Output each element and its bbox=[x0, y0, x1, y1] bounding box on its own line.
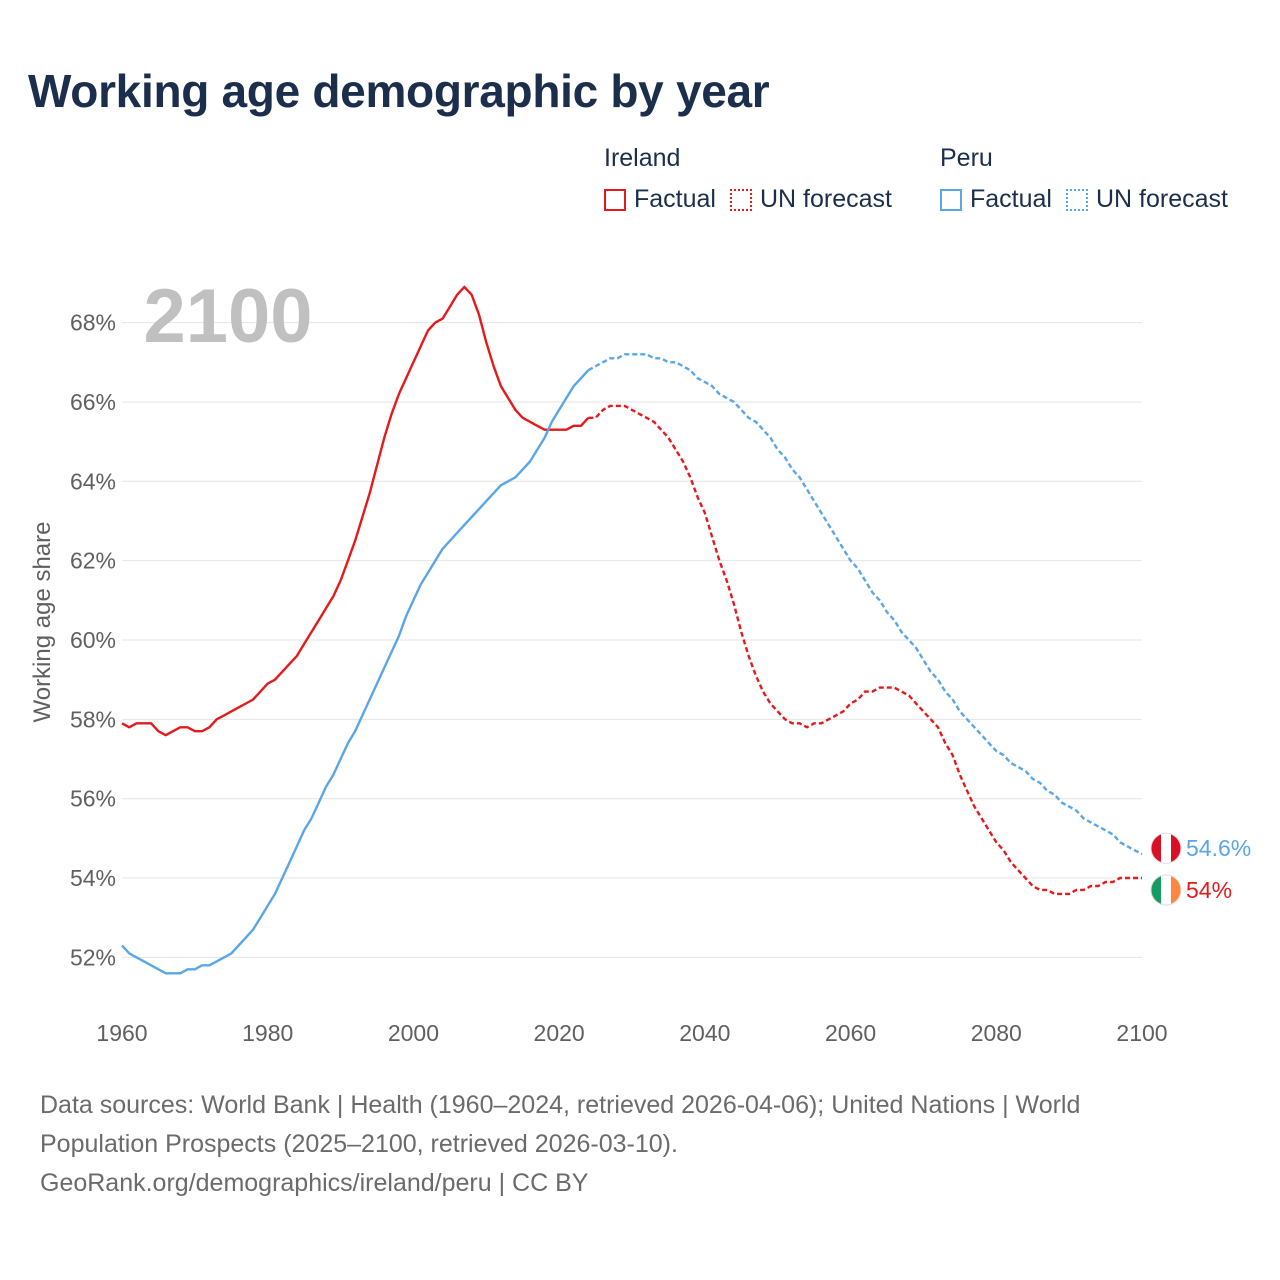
legend-item-ireland-factual[interactable]: Factual bbox=[604, 185, 716, 214]
y-tick-label: 62% bbox=[70, 548, 116, 574]
y-tick-label: 56% bbox=[70, 786, 116, 812]
legend-swatch-dotted bbox=[1065, 188, 1088, 211]
footer-source-line-1: Data sources: World Bank | Health (1960–… bbox=[40, 1091, 1081, 1119]
footer-source-line-2: Population Prospects (2025–2100, retriev… bbox=[40, 1130, 678, 1158]
end-markers: 54% 54.6% bbox=[1150, 832, 1251, 906]
series-lines bbox=[121, 285, 1143, 975]
x-tick-label: 2060 bbox=[825, 1020, 876, 1046]
grid-lines bbox=[122, 322, 1142, 958]
ireland-flag-icon bbox=[1150, 874, 1182, 906]
y-tick-label: 52% bbox=[70, 944, 116, 970]
y-tick-label: 54% bbox=[70, 865, 116, 891]
legend-label: UN forecast bbox=[1095, 185, 1228, 213]
chart-title: Working age demographic by year bbox=[28, 65, 770, 117]
legend-group-name: Peru bbox=[940, 144, 993, 172]
legend-swatch-solid bbox=[604, 188, 626, 211]
legend-swatch-solid bbox=[940, 188, 962, 211]
legend-item-peru-forecast[interactable]: UN forecast bbox=[1065, 185, 1228, 214]
y-axis-label: Working age share bbox=[29, 522, 56, 723]
legend-group-ireland: Ireland Factual UN forecast bbox=[604, 144, 906, 214]
y-tick-label: 58% bbox=[70, 706, 116, 732]
footer: Data sources: World Bank | Health (1960–… bbox=[40, 1086, 1240, 1203]
legend-label: UN forecast bbox=[759, 185, 892, 213]
peru-end-value-label: 54.6% bbox=[1186, 835, 1251, 861]
x-tick-label: 2040 bbox=[679, 1020, 730, 1046]
legend-label: Factual bbox=[634, 185, 716, 213]
legend-item-peru-factual[interactable]: Factual bbox=[940, 185, 1052, 214]
peru-flag-icon bbox=[1150, 832, 1182, 864]
ireland-forecast-line bbox=[588, 404, 1142, 896]
legend-item-ireland-forecast[interactable]: UN forecast bbox=[729, 185, 892, 214]
y-tick-label: 66% bbox=[70, 389, 116, 415]
year-watermark: 2100 bbox=[143, 274, 312, 359]
footer-attribution: GeoRank.org/demographics/ireland/peru | … bbox=[40, 1169, 589, 1197]
y-tick-label: 64% bbox=[70, 468, 116, 494]
peru-factual-line bbox=[121, 369, 590, 975]
ireland-factual-line bbox=[121, 285, 590, 737]
legend-group-name: Ireland bbox=[604, 144, 681, 172]
legend-swatch-dotted bbox=[729, 188, 752, 211]
x-tick-label: 1960 bbox=[96, 1020, 147, 1046]
x-tick-label: 1980 bbox=[242, 1020, 293, 1046]
x-tick-label: 2100 bbox=[1116, 1020, 1167, 1046]
y-tick-label: 68% bbox=[70, 310, 116, 336]
x-tick-label: 2020 bbox=[534, 1020, 585, 1046]
x-axis-ticks: 1960 1980 2000 2020 2040 2060 2080 2100 bbox=[96, 1020, 1167, 1046]
ireland-end-value-label: 54% bbox=[1186, 877, 1232, 903]
x-tick-label: 2000 bbox=[388, 1020, 439, 1046]
x-tick-label: 2080 bbox=[971, 1020, 1022, 1046]
legend-group-peru: Peru Factual UN forecast bbox=[940, 144, 1242, 214]
legend-label: Factual bbox=[970, 185, 1052, 213]
y-tick-label: 60% bbox=[70, 627, 116, 653]
peru-forecast-line bbox=[587, 353, 1143, 856]
y-axis-ticks: 52% 54% 56% 58% 60% 62% 64% 66% 68% bbox=[70, 310, 116, 971]
